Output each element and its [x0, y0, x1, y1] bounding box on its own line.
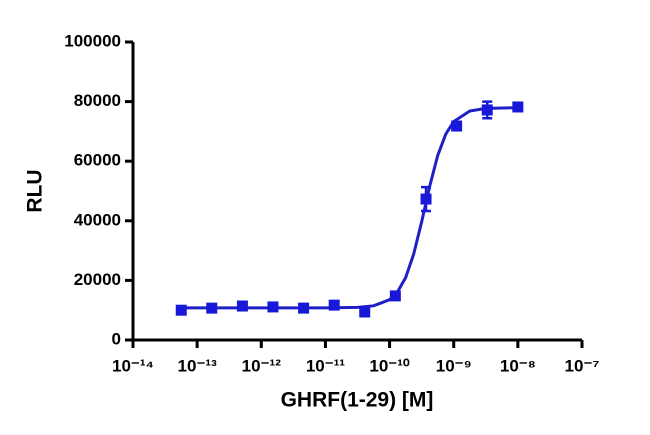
x-tick-label: 10⁻¹²	[242, 356, 282, 375]
x-tick-label: 10⁻¹⁰	[369, 356, 410, 375]
x-tick-label: 10⁻¹³	[178, 356, 218, 375]
x-tick-label: 10⁻⁷	[565, 356, 600, 375]
y-tick-label: 0	[112, 329, 121, 348]
x-tick-label: 10⁻¹⁴	[112, 356, 154, 375]
data-point	[267, 301, 279, 313]
data-point	[481, 104, 493, 116]
data-point	[420, 193, 432, 205]
y-tick-label: 60000	[74, 151, 121, 170]
y-tick-label: 100000	[64, 31, 121, 50]
data-point	[236, 300, 248, 312]
x-tick-label: 10⁻⁹	[436, 356, 472, 375]
x-tick-label: 10⁻⁸	[500, 356, 536, 375]
data-point	[451, 120, 463, 132]
y-tick-label: 20000	[74, 270, 121, 289]
x-tick-label: 10⁻¹¹	[306, 356, 346, 375]
data-point	[298, 302, 310, 314]
fit-curve	[181, 106, 518, 310]
data-point	[359, 306, 371, 318]
data-point	[175, 304, 187, 316]
y-axis-title: RLU	[24, 169, 47, 212]
data-point	[512, 101, 524, 113]
data-point	[389, 290, 401, 302]
x-axis-title: GHRF(1-29) [M]	[281, 389, 434, 412]
y-tick-label: 40000	[74, 210, 121, 229]
data-point	[328, 299, 340, 311]
data-point	[206, 302, 218, 314]
y-tick-label: 80000	[74, 91, 121, 110]
